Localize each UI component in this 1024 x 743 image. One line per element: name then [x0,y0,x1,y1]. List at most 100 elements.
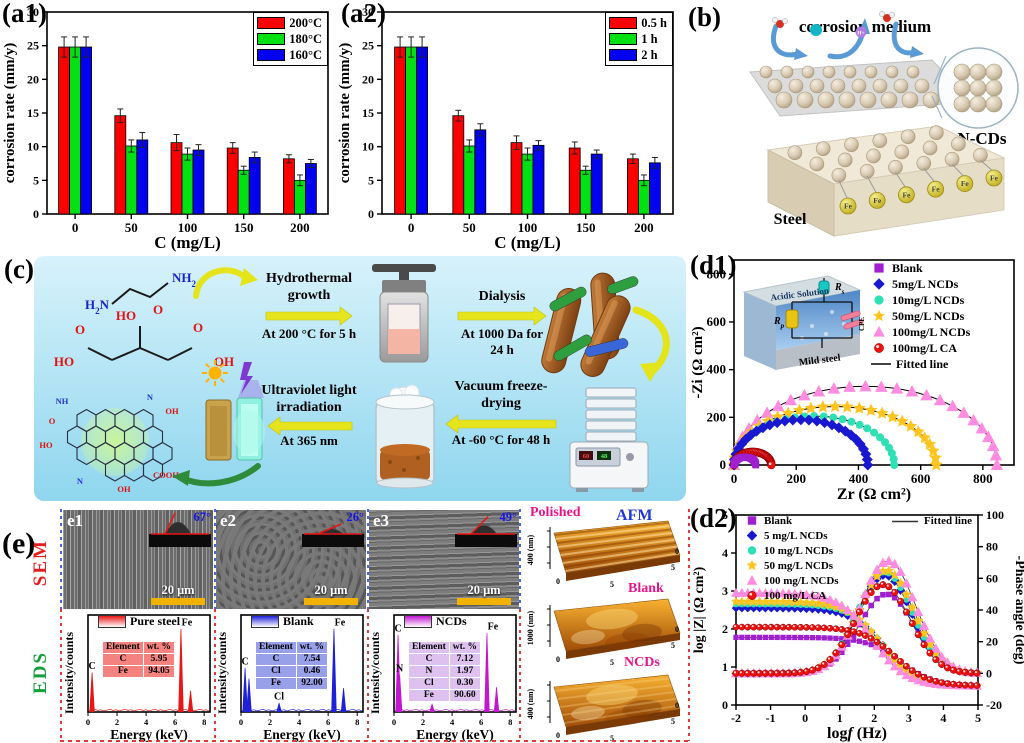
column-e1: e1 67° 20 μm Intensity/counts 0 2 4 6 8 Energ… [62,505,214,743]
svg-text:8: 8 [202,717,206,727]
svg-text:0: 0 [33,207,39,221]
svg-text:1000 (nm): 1000 (nm) [526,610,535,645]
panel-d2: (d2) -2 -1 0 1 2 3 4 5 0 1 2 3 4 5 -20 0 20 40 60 80 100 logf… [690,505,1024,743]
legend-entry: 100 mg/L CA [744,588,839,603]
svg-text:4: 4 [297,717,302,727]
contact-angle-value-e2: 26° [346,510,365,524]
eds-table-row: C 7.54 [255,653,329,666]
svg-text:0: 0 [986,666,992,680]
bar-200°C-0 [58,36,70,215]
svg-text:Dialysis: Dialysis [479,289,526,304]
svg-text:-1: -1 [766,711,776,725]
bar-180°C-50 [125,139,138,215]
eds-table-header: wt. % [295,641,329,654]
svg-text:200: 200 [786,471,806,486]
svg-text:OH: OH [214,354,234,369]
eds-table-row: N 1.97 [408,665,482,678]
bar-chart-a2: 0 5 10 15 20 25 30 0 50 100 150 200 C (mg/L) corrosio… [337,5,674,252]
legend-entry: 10 mg/L NCDs [744,543,839,558]
svg-text:3: 3 [906,711,912,725]
bar-2 h-50 [474,123,487,215]
svg-text:100: 100 [178,220,198,235]
svg-text:Cl: Cl [274,691,284,702]
panel-d1: (d1) 0 200 400 600 800 0 200 400 600 800 Zr (Ω cm²… [690,252,1024,505]
svg-text:3: 3 [722,584,728,598]
bar-2 h-200 [648,156,661,215]
legend-entry: 10mg/L NCDs [870,292,970,308]
panel-a2: (a2) 0 5 10 15 20 25 30 0 50 100 150 200 C (mg/L) cor… [335,0,680,252]
svg-text:O: O [193,320,203,335]
svg-text:6: 6 [326,717,330,727]
sem-label-e3: e3 [373,511,390,530]
eds-legend-label-e1: Pure steel [130,614,181,628]
contact-angle-drawing-e1 [149,512,211,547]
divider [60,740,690,742]
svg-text:At 200 °C for 5 h: At 200 °C for 5 h [262,326,357,341]
eds-table-e2: Element wt. % C 7.54 Cl 0.46 Fe 92.00 [255,641,329,690]
svg-text:5: 5 [671,717,675,726]
eds-legend-e1: Pure steel [98,614,180,629]
svg-text:50: 50 [463,220,476,235]
bar-0.5 h-150 [568,141,581,215]
legend-d1: Blank 5mg/L NCDs 10mg/L NCDs 50mg/L NCDs 100… [870,260,970,372]
legend-entry: 2 h [609,47,667,63]
bar-200°C-100 [170,134,183,215]
svg-text:150: 150 [576,220,596,235]
svg-text:2: 2 [268,717,272,727]
bar-2 h-150 [590,149,603,215]
legend-entry: 100 mg/L NCDs [744,573,839,588]
svg-text:4: 4 [722,546,728,560]
afm-plot-ncds: 400 (nm)0 550 [526,674,681,743]
svg-text:400 (nm): 400 (nm) [526,688,535,719]
svg-text:C: C [88,661,95,672]
panel-b: (b) corrosion medium H+ N-CDs Fe Fe Fe Fe Fe Fe S… [680,0,1024,252]
svg-text:OH: OH [165,406,179,416]
bar-180°C-150 [237,165,250,215]
series-Blank [730,453,760,469]
eds-table-row: Fe 92.00 [255,677,329,690]
bar-chart-a1: 0 5 10 15 20 25 30 0 50 100 150 200 C (mg/L) corrosio… [2,5,329,252]
bar-180°C-0 [69,36,81,215]
bar-2 h-0 [416,36,428,215]
svg-text:H+: H+ [857,31,864,37]
svg-text:0: 0 [675,625,679,634]
svg-text:150: 150 [234,220,254,235]
svg-text:4: 4 [940,711,946,725]
svg-text:HO: HO [39,440,53,450]
svg-text:5: 5 [610,658,614,667]
svg-text:20: 20 [362,72,374,86]
legend-entry: 5 mg/L NCDs [744,528,839,543]
svg-text:30: 30 [27,5,39,19]
eds-table-row: C 5.95 [102,653,176,666]
sem-image-e1: e1 67° 20 μm [63,510,213,609]
svg-text:NH2: NH2 [172,270,197,289]
svg-text:5: 5 [722,508,728,522]
bar-160°C-0 [80,36,92,215]
bar-1 h-150 [579,165,592,215]
svg-text:6: 6 [479,717,483,727]
contact-angle-inset-e1: 67° [147,510,213,548]
svg-text:0: 0 [556,577,560,586]
eds-legend-swatch-e1 [98,615,126,628]
svg-text:200: 200 [290,220,310,235]
svg-text:80: 80 [986,540,998,554]
svg-text:2: 2 [871,711,877,725]
svg-text:Rp: Rp [773,316,785,330]
divider [688,509,690,741]
svg-text:O: O [153,302,163,317]
svg-text:Zr (Ω cm²): Zr (Ω cm²) [837,486,911,503]
svg-text:50: 50 [125,220,138,235]
column-e3: e3 49° 20 μm Intensity/counts 0 2 4 6 8 Energ… [368,505,520,743]
eds-spectrum-e1: 0 2 4 6 8 Energy (keV) C Fe [86,614,211,742]
afm-title: AFM [616,507,653,524]
svg-text:400 (nm): 400 (nm) [526,534,535,565]
svg-text:NH: NH [56,396,69,406]
bar-160°C-50 [136,132,149,215]
series-50mg/L NCDs [727,399,943,471]
svg-text:0: 0 [720,457,727,472]
scalebar-bar-e3 [457,598,511,605]
